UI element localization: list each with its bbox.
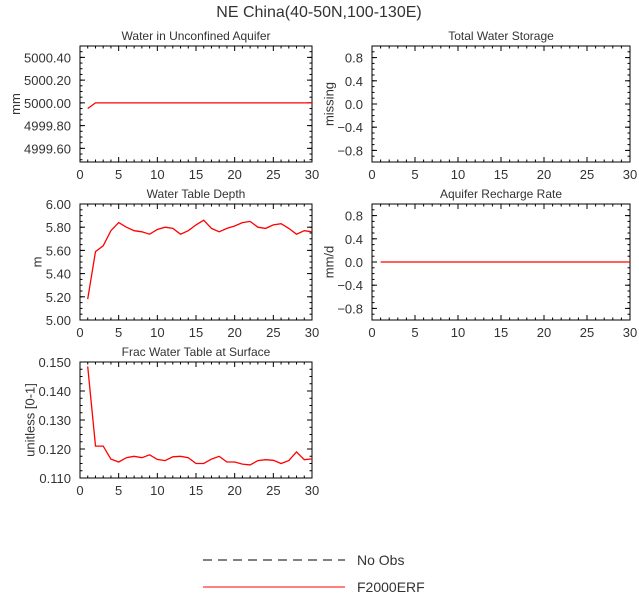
series-line-f2000erf	[87, 219, 313, 300]
x-tick-label: 10	[451, 325, 465, 340]
y-tick-label: 6.00	[46, 197, 71, 212]
x-tick-label: 15	[494, 167, 508, 182]
x-tick-label: 0	[76, 325, 83, 340]
panel-frac-water-table-at-surface: Frac Water Table at Surface 0 5 10 15 20 25 30 0…	[23, 345, 320, 498]
x-tick-label: 5	[115, 167, 122, 182]
x-tick-label: 30	[305, 167, 319, 182]
y-tick-label: 5000.20	[24, 73, 71, 88]
x-tick-label: 0	[368, 325, 375, 340]
plot-frame	[79, 45, 313, 163]
x-tick-label: 30	[623, 325, 637, 340]
x-tick-label: 10	[150, 167, 164, 182]
y-tick-label: 5.80	[46, 220, 71, 235]
y-tick-label: −0.8	[337, 143, 363, 158]
x-tick-label: 25	[266, 483, 280, 498]
y-tick-label: 0.110	[39, 471, 71, 486]
y-tick-label: 0.140	[38, 384, 71, 399]
y-tick-label: 0.150	[38, 355, 71, 370]
panel-title: Water Table Depth	[147, 187, 246, 201]
x-tick-label: 20	[537, 325, 551, 340]
y-tick-label: 5.20	[46, 290, 71, 305]
y-tick-label: 5000.40	[24, 50, 71, 65]
panel-title: Frac Water Table at Surface	[122, 345, 271, 359]
y-tick-label: 0.8	[345, 51, 363, 66]
x-tick-label: 10	[150, 325, 164, 340]
panel-title: Aquifer Recharge Rate	[440, 187, 562, 201]
plot-frame	[79, 203, 313, 321]
figure-title: NE China(40-50N,100-130E)	[216, 4, 421, 21]
x-tick-label: 15	[189, 325, 203, 340]
y-tick-label: 4999.80	[24, 119, 71, 134]
x-tick-label: 20	[537, 167, 551, 182]
y-tick-label: 0.4	[345, 74, 363, 89]
panel-title: Total Water Storage	[448, 29, 554, 43]
y-tick-label: −0.8	[337, 301, 363, 316]
x-tick-label: 30	[623, 167, 637, 182]
y-tick-label: 0.120	[38, 442, 71, 457]
x-tick-label: 0	[76, 483, 83, 498]
x-tick-label: 15	[189, 483, 203, 498]
panel-aquifer-recharge-rate: Aquifer Recharge Rate 0 5 10 15 20 25 30 −0.8 −0.…	[321, 187, 637, 340]
series-line-f2000erf	[87, 366, 313, 466]
x-tick-label: 25	[266, 325, 280, 340]
panels: Water in Unconfined Aquifer 0 5 10 15 20 25 30 4…	[8, 29, 637, 498]
y-tick-label: 5.00	[46, 313, 71, 328]
panel-water-table-depth: Water Table Depth 0 5 10 15 20 25 30 5.00 5.20 5.4…	[30, 187, 320, 340]
x-tick-label: 5	[115, 325, 122, 340]
y-tick-label: −0.4	[337, 120, 363, 135]
x-tick-label: 20	[227, 325, 241, 340]
panel-title: Water in Unconfined Aquifer	[122, 29, 271, 43]
y-tick-label: 5.40	[46, 267, 71, 282]
plot-frame	[371, 45, 631, 163]
y-tick-label: 0.4	[345, 232, 363, 247]
x-tick-label: 15	[494, 325, 508, 340]
x-tick-label: 0	[76, 167, 83, 182]
x-tick-label: 15	[189, 167, 203, 182]
y-tick-label: 5.60	[46, 243, 71, 258]
legend-label-f2000erf: F2000ERF	[357, 579, 425, 594]
y-tick-label: 0.0	[345, 255, 363, 270]
legend: No Obs F2000ERF	[203, 552, 425, 594]
x-tick-label: 30	[305, 483, 319, 498]
y-tick-label: 0.8	[345, 209, 363, 224]
x-tick-label: 5	[411, 167, 418, 182]
x-tick-label: 5	[411, 325, 418, 340]
series-line-f2000erf	[87, 102, 312, 110]
y-tick-label: 4999.60	[24, 141, 71, 156]
y-axis-label: mm/d	[321, 246, 336, 279]
y-axis-label: mm	[8, 93, 23, 115]
x-tick-label: 25	[580, 167, 594, 182]
y-tick-label: 0.0	[345, 97, 363, 112]
x-tick-label: 30	[305, 325, 319, 340]
legend-label-no-obs: No Obs	[357, 552, 404, 568]
y-axis-label: m	[30, 257, 45, 268]
y-tick-label: −0.4	[337, 278, 363, 293]
x-tick-label: 25	[580, 325, 594, 340]
y-tick-label: 0.130	[38, 413, 71, 428]
panel-water-in-unconfined-aquifer: Water in Unconfined Aquifer 0 5 10 15 20 25 30 4…	[8, 29, 319, 182]
x-tick-label: 10	[150, 483, 164, 498]
x-tick-label: 20	[227, 483, 241, 498]
panel-total-water-storage: Total Water Storage 0 5 10 15 20 25 30 −0.8 −0.4 0…	[321, 29, 637, 182]
y-axis-label: missing	[321, 82, 336, 126]
y-tick-label: 5000.00	[24, 96, 71, 111]
x-tick-label: 0	[368, 167, 375, 182]
x-tick-label: 10	[451, 167, 465, 182]
x-tick-label: 20	[227, 167, 241, 182]
x-tick-label: 5	[115, 483, 122, 498]
y-axis-label: unitless [0-1]	[23, 383, 38, 457]
x-tick-label: 25	[266, 167, 280, 182]
